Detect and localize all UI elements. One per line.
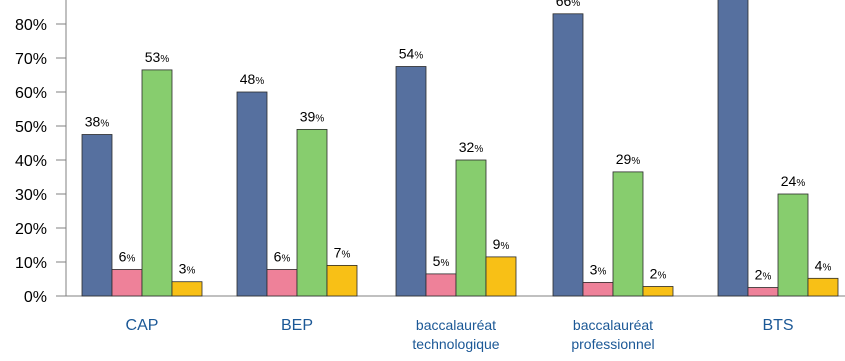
x-tick-label: baccalauréat professionnel <box>571 317 654 352</box>
data-label: 66% <box>556 0 581 9</box>
bar <box>395 66 427 297</box>
bar <box>266 269 298 297</box>
bar <box>326 264 358 297</box>
data-label: 4% <box>815 257 832 273</box>
y-tick-label: 20% <box>15 221 47 238</box>
x-tick-label: BTS <box>762 317 793 334</box>
data-label: 3% <box>179 261 196 277</box>
y-tick-label: 40% <box>15 153 47 170</box>
x-tick-labels: CAP BEP baccalauréat technologique baccalaur… <box>126 317 794 352</box>
data-label: 6% <box>274 248 291 264</box>
data-label: 39% <box>300 108 325 124</box>
bar <box>81 134 113 297</box>
bar <box>582 281 614 297</box>
bar <box>485 256 517 297</box>
x-tick-label: baccalauréat technologique <box>412 317 499 352</box>
data-label: 53% <box>145 49 170 65</box>
y-tick-label: 80% <box>15 17 47 34</box>
data-label: 24% <box>781 173 806 189</box>
y-tick-label: 50% <box>15 119 47 136</box>
bar <box>296 128 328 297</box>
bar <box>171 281 203 297</box>
bar <box>141 69 173 297</box>
bar <box>425 273 457 297</box>
y-tick-label: 60% <box>15 85 47 102</box>
bar <box>642 286 674 297</box>
bar <box>236 91 268 297</box>
bar <box>777 193 809 297</box>
data-label: 3% <box>590 261 607 277</box>
data-label: 2% <box>650 265 667 281</box>
data-label: 48% <box>240 71 265 87</box>
y-tick-label: 70% <box>15 51 47 68</box>
x-tick-label: BEP <box>281 317 313 334</box>
bar <box>455 159 487 297</box>
y-tick-label: 0% <box>24 289 47 306</box>
data-label: 9% <box>493 236 510 252</box>
bars <box>81 0 839 297</box>
bar <box>552 13 584 297</box>
data-label: 32% <box>459 139 484 155</box>
bar <box>747 287 779 297</box>
y-tick-label: 10% <box>15 255 47 272</box>
bar <box>807 277 839 297</box>
data-labels: 38% 6% 53% 3% 48% 6% 39% 7% 54% 5% 32% 9% 66% 3% 29% 2%… <box>85 0 832 283</box>
axes: 0% 10% 20% 30% 40% 50% 60% 70% 80% <box>15 0 845 306</box>
data-label: 2% <box>755 267 772 283</box>
data-label: 7% <box>334 244 351 260</box>
data-label: 6% <box>119 248 136 264</box>
data-label: 29% <box>616 151 641 167</box>
y-tick-label: 30% <box>15 187 47 204</box>
data-label: 54% <box>399 46 424 62</box>
bar <box>717 0 749 297</box>
bar <box>111 269 143 297</box>
data-label: 38% <box>85 114 110 130</box>
bar <box>612 171 644 297</box>
data-label: 5% <box>433 253 450 269</box>
x-tick-label: CAP <box>126 317 159 334</box>
